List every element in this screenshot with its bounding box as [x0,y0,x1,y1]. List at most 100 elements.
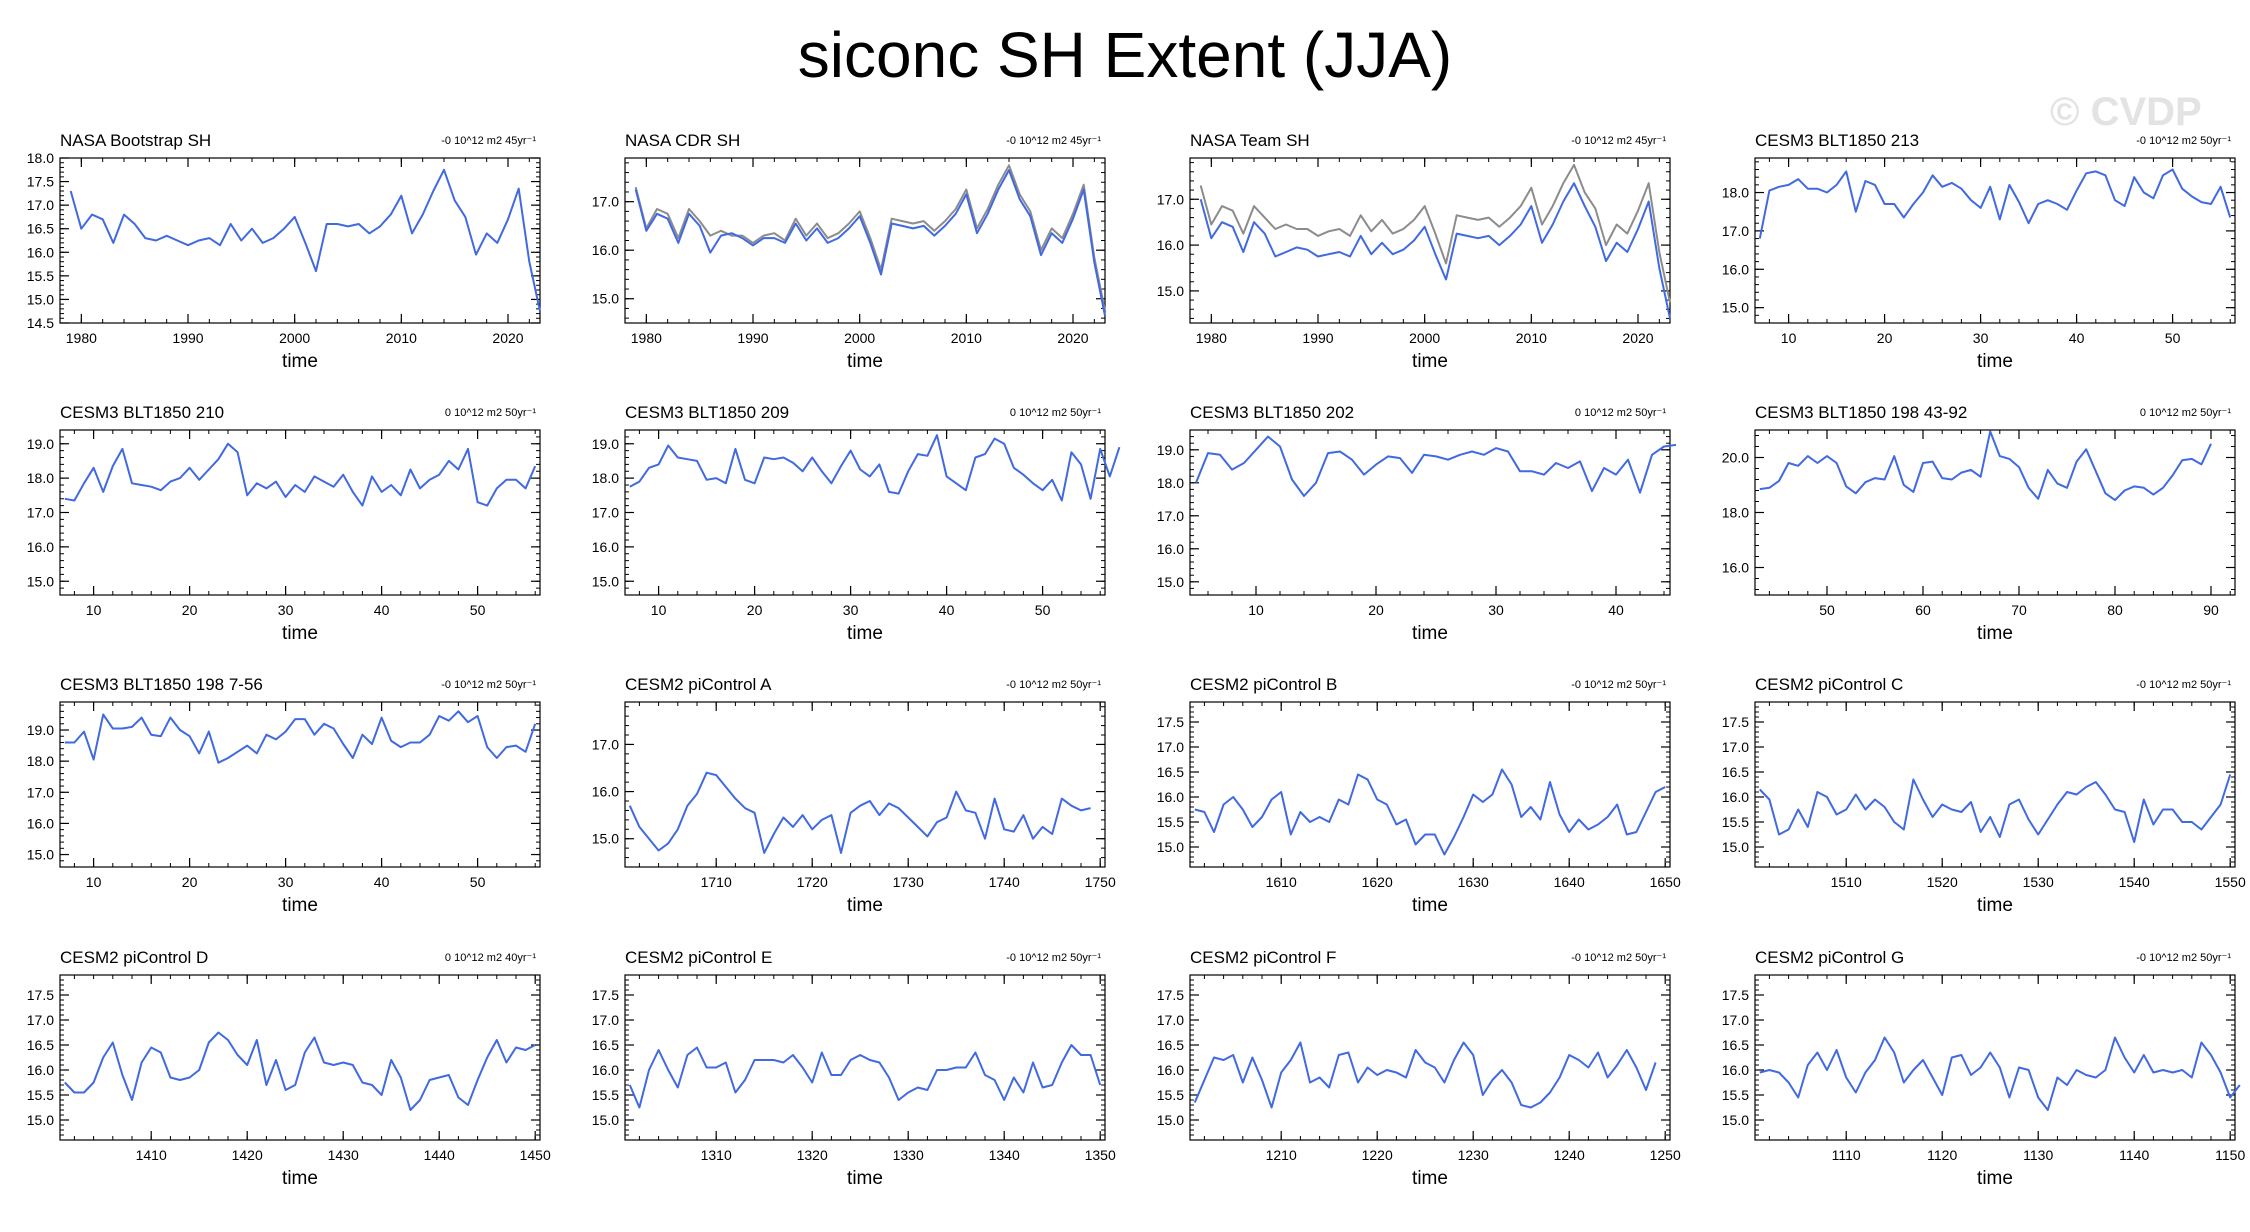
x-axis-label: time [1977,1168,2013,1189]
x-tick-label: 20 [182,874,198,890]
plot-frame [59,157,541,324]
x-tick-label: 1110 [1832,1147,1861,1163]
x-tick-label: 1540 [2119,874,2150,890]
series-line-1 [64,710,537,764]
x-tick-label: 1440 [424,1147,455,1163]
watermark-logo: © CVDP [2050,90,2202,134]
x-axis-label: time [1412,1168,1448,1189]
x-tick-label: 80 [2107,602,2123,618]
panel-trend-label: -0 10^12 m2 50yr⁻¹ [2136,952,2231,964]
y-tick-label: 16.5 [27,1037,54,1053]
panel-trend-label: -0 10^12 m2 45yr⁻¹ [1006,135,1101,147]
x-tick-label: 70 [2011,602,2027,618]
x-tick-label: 1990 [1302,330,1333,346]
x-tick-label: 40 [2069,330,2085,346]
y-tick-label: 17.5 [27,987,54,1003]
y-tick-label: 15.0 [1157,574,1184,590]
y-tick-label: 19.0 [27,436,54,452]
x-tick-label: 20 [1368,602,1384,618]
x-tick-label: 1990 [737,330,768,346]
x-tick-label: 1550 [2215,874,2246,890]
figure-title: siconc SH Extent (JJA) [797,19,1453,91]
panel-2: NASA CDR SH -0 10^12 m2 45yr⁻¹ 15.0 16.0 17.… [592,131,1106,372]
y-tick-label: 16.5 [1722,764,1749,780]
series-line-1 [64,1031,536,1111]
x-tick-label: 30 [278,874,294,890]
panel-title: CESM2 piControl E [625,948,772,967]
y-tick-label: 16.0 [592,1062,619,1078]
y-tick-label: 18.0 [592,470,619,486]
x-axis-label: time [847,623,883,644]
x-tick-label: 1310 [701,1147,732,1163]
panel-3: NASA Team SH -0 10^12 m2 45yr⁻¹ 15.0 16.0 17… [1157,131,1671,372]
x-tick-label: 1420 [232,1147,263,1163]
x-tick-label: 1730 [893,874,924,890]
panel-1: NASA Bootstrap SH -0 10^12 m2 45yr⁻¹ 14.5 1… [27,131,541,372]
x-tick-label: 1240 [1554,1147,1585,1163]
y-tick-label: 16.0 [1722,1062,1749,1078]
x-axis-label: time [1977,895,2013,916]
x-tick-label: 50 [1035,602,1051,618]
y-tick-label: 17.0 [592,505,619,521]
series-line-2 [634,169,1106,316]
y-tick-label: 19.0 [1157,442,1184,458]
y-tick-label: 18.0 [1722,505,1749,521]
y-tick-label: 16.0 [592,784,619,800]
y-tick-label: 15.0 [592,1112,619,1128]
x-axis-label: time [282,623,318,644]
series-line-2 [1199,182,1671,319]
x-axis-label: time [1977,623,2013,644]
y-tick-label: 16.5 [1722,1037,1749,1053]
x-tick-label: 20 [747,602,763,618]
panel-title: CESM3 BLT1850 198 43-92 [1755,403,1967,422]
y-tick-label: 17.0 [592,1012,619,1028]
y-tick-label: 16.0 [1157,541,1184,557]
x-tick-label: 2010 [386,330,417,346]
y-tick-label: 17.0 [1157,1012,1184,1028]
panel-title: CESM3 BLT1850 213 [1755,131,1919,150]
x-tick-label: 1150 [2215,1147,2245,1163]
x-tick-label: 30 [843,602,859,618]
x-tick-label: 1980 [66,330,97,346]
plot-frame [1189,974,1671,1141]
y-tick-label: 17.0 [27,1012,54,1028]
y-tick-label: 16.0 [592,539,619,555]
y-tick-label: 15.0 [1157,283,1184,299]
y-tick-label: 18.0 [27,150,54,166]
x-tick-label: 1750 [1085,874,1116,890]
x-axis-label: time [847,895,883,916]
panel-title: NASA Bootstrap SH [60,131,211,150]
plot-frame [1754,429,2236,596]
x-tick-label: 1350 [1085,1147,1116,1163]
y-tick-label: 17.0 [27,784,54,800]
y-tick-label: 15.0 [1722,300,1749,316]
y-tick-label: 16.0 [27,1062,54,1078]
panel-trend-label: -0 10^12 m2 45yr⁻¹ [441,135,536,147]
y-tick-label: 18.0 [1722,185,1749,201]
panel-title: CESM3 BLT1850 198 7-56 [60,675,263,694]
x-tick-label: 10 [1248,602,1264,618]
panel-trend-label: -0 10^12 m2 50yr⁻¹ [1006,952,1101,964]
x-tick-label: 1990 [172,330,203,346]
x-tick-label: 40 [374,874,390,890]
x-tick-label: 1650 [1650,874,1681,890]
panel-title: CESM2 piControl F [1190,948,1336,967]
y-tick-label: 15.0 [1157,839,1184,855]
y-tick-label: 17.0 [1157,508,1184,524]
x-tick-label: 1220 [1362,1147,1393,1163]
panel-9: CESM3 BLT1850 198 7-56 -0 10^12 m2 50yr⁻¹… [27,675,541,916]
panel-trend-label: 0 10^12 m2 50yr⁻¹ [1010,407,1101,419]
panel-7: CESM3 BLT1850 202 0 10^12 m2 50yr⁻¹ 15.0 16… [1157,403,1677,644]
plot-frame [1754,157,2236,324]
x-axis-label: time [282,1168,318,1189]
series-line-1 [1758,168,2232,239]
x-tick-label: 1430 [328,1147,359,1163]
y-tick-label: 16.5 [27,221,54,237]
panel-trend-label: -0 10^12 m2 50yr⁻¹ [441,679,536,691]
plot-frame [59,701,541,868]
panel-trend-label: -0 10^12 m2 50yr⁻¹ [1006,679,1101,691]
panel-title: CESM2 piControl D [60,948,208,967]
x-tick-label: 20 [182,602,198,618]
x-tick-label: 1210 [1266,1147,1297,1163]
